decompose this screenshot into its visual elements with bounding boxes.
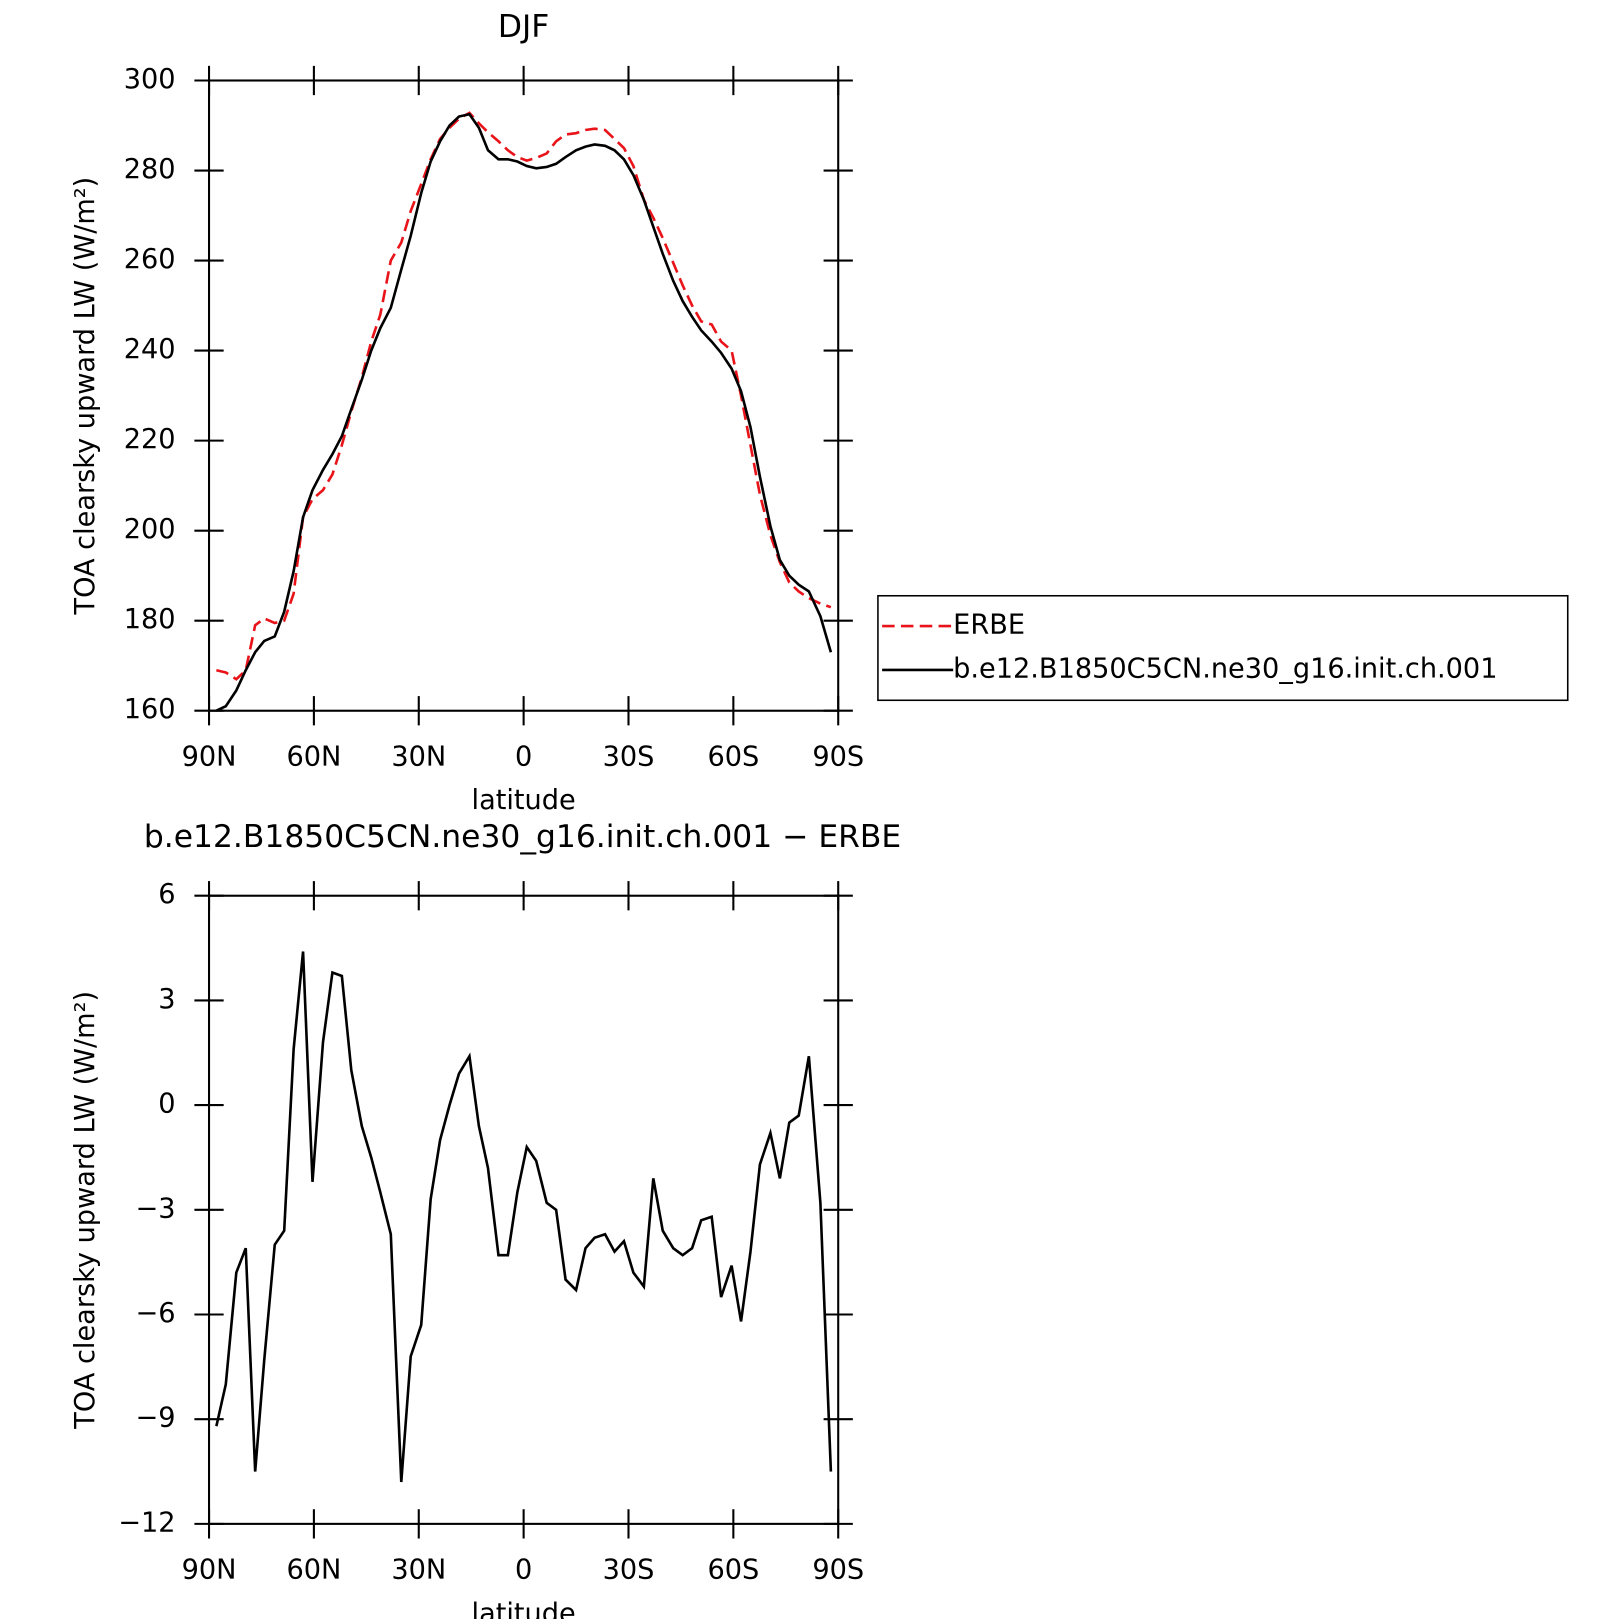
y-axis-label: TOA clearsky upward LW (W/m²) bbox=[70, 991, 101, 1430]
x-tick-label: 60S bbox=[707, 1554, 759, 1585]
y-tick-label: 180 bbox=[124, 604, 176, 635]
x-tick-label: 30N bbox=[391, 1554, 446, 1585]
plot-frame bbox=[207, 79, 840, 712]
x-tick-label: 90S bbox=[812, 1554, 864, 1585]
y-tick-label: −6 bbox=[136, 1298, 176, 1329]
x-tick-label: 30S bbox=[603, 1554, 655, 1585]
y-tick-label: −3 bbox=[136, 1193, 176, 1224]
legend-label: ERBE bbox=[953, 610, 1025, 641]
x-tick-label: 0 bbox=[515, 1554, 532, 1585]
y-tick-label: 6 bbox=[158, 879, 175, 910]
y-tick-label: 160 bbox=[124, 694, 176, 725]
x-tick-label: 0 bbox=[515, 741, 532, 772]
x-tick-label: 30N bbox=[391, 741, 446, 772]
chart-title: DJF bbox=[498, 9, 549, 45]
data-line bbox=[216, 111, 832, 681]
y-tick-label: −12 bbox=[118, 1507, 175, 1538]
x-tick-label: 90S bbox=[812, 741, 864, 772]
legend-label: b.e12.B1850C5CN.ne30_g16.init.ch.001 bbox=[953, 653, 1497, 684]
chart-title: b.e12.B1850C5CN.ne30_g16.init.ch.001 − E… bbox=[144, 819, 901, 855]
x-tick-label: 60S bbox=[707, 741, 759, 772]
x-tick-label: 60N bbox=[286, 1554, 341, 1585]
y-tick-label: 300 bbox=[124, 64, 176, 95]
data-line bbox=[215, 112, 833, 712]
y-axis-label: TOA clearsky upward LW (W/m²) bbox=[70, 177, 101, 616]
y-tick-label: −9 bbox=[136, 1403, 176, 1434]
x-axis-label: latitude bbox=[472, 1598, 576, 1619]
data-line bbox=[215, 951, 833, 1483]
x-tick-label: 90N bbox=[182, 741, 237, 772]
x-tick-label: 30S bbox=[603, 741, 655, 772]
y-tick-label: 0 bbox=[158, 1089, 175, 1120]
x-tick-label: 90N bbox=[182, 1554, 237, 1585]
x-tick-label: 60N bbox=[286, 741, 341, 772]
y-tick-label: 280 bbox=[124, 154, 176, 185]
y-tick-label: 3 bbox=[158, 984, 175, 1015]
y-tick-label: 200 bbox=[124, 514, 176, 545]
y-tick-label: 240 bbox=[124, 334, 176, 365]
y-tick-label: 260 bbox=[124, 244, 176, 275]
plot-frame bbox=[207, 894, 840, 1525]
x-axis-label: latitude bbox=[472, 785, 576, 816]
legend-box bbox=[877, 594, 1569, 702]
y-tick-label: 220 bbox=[124, 424, 176, 455]
